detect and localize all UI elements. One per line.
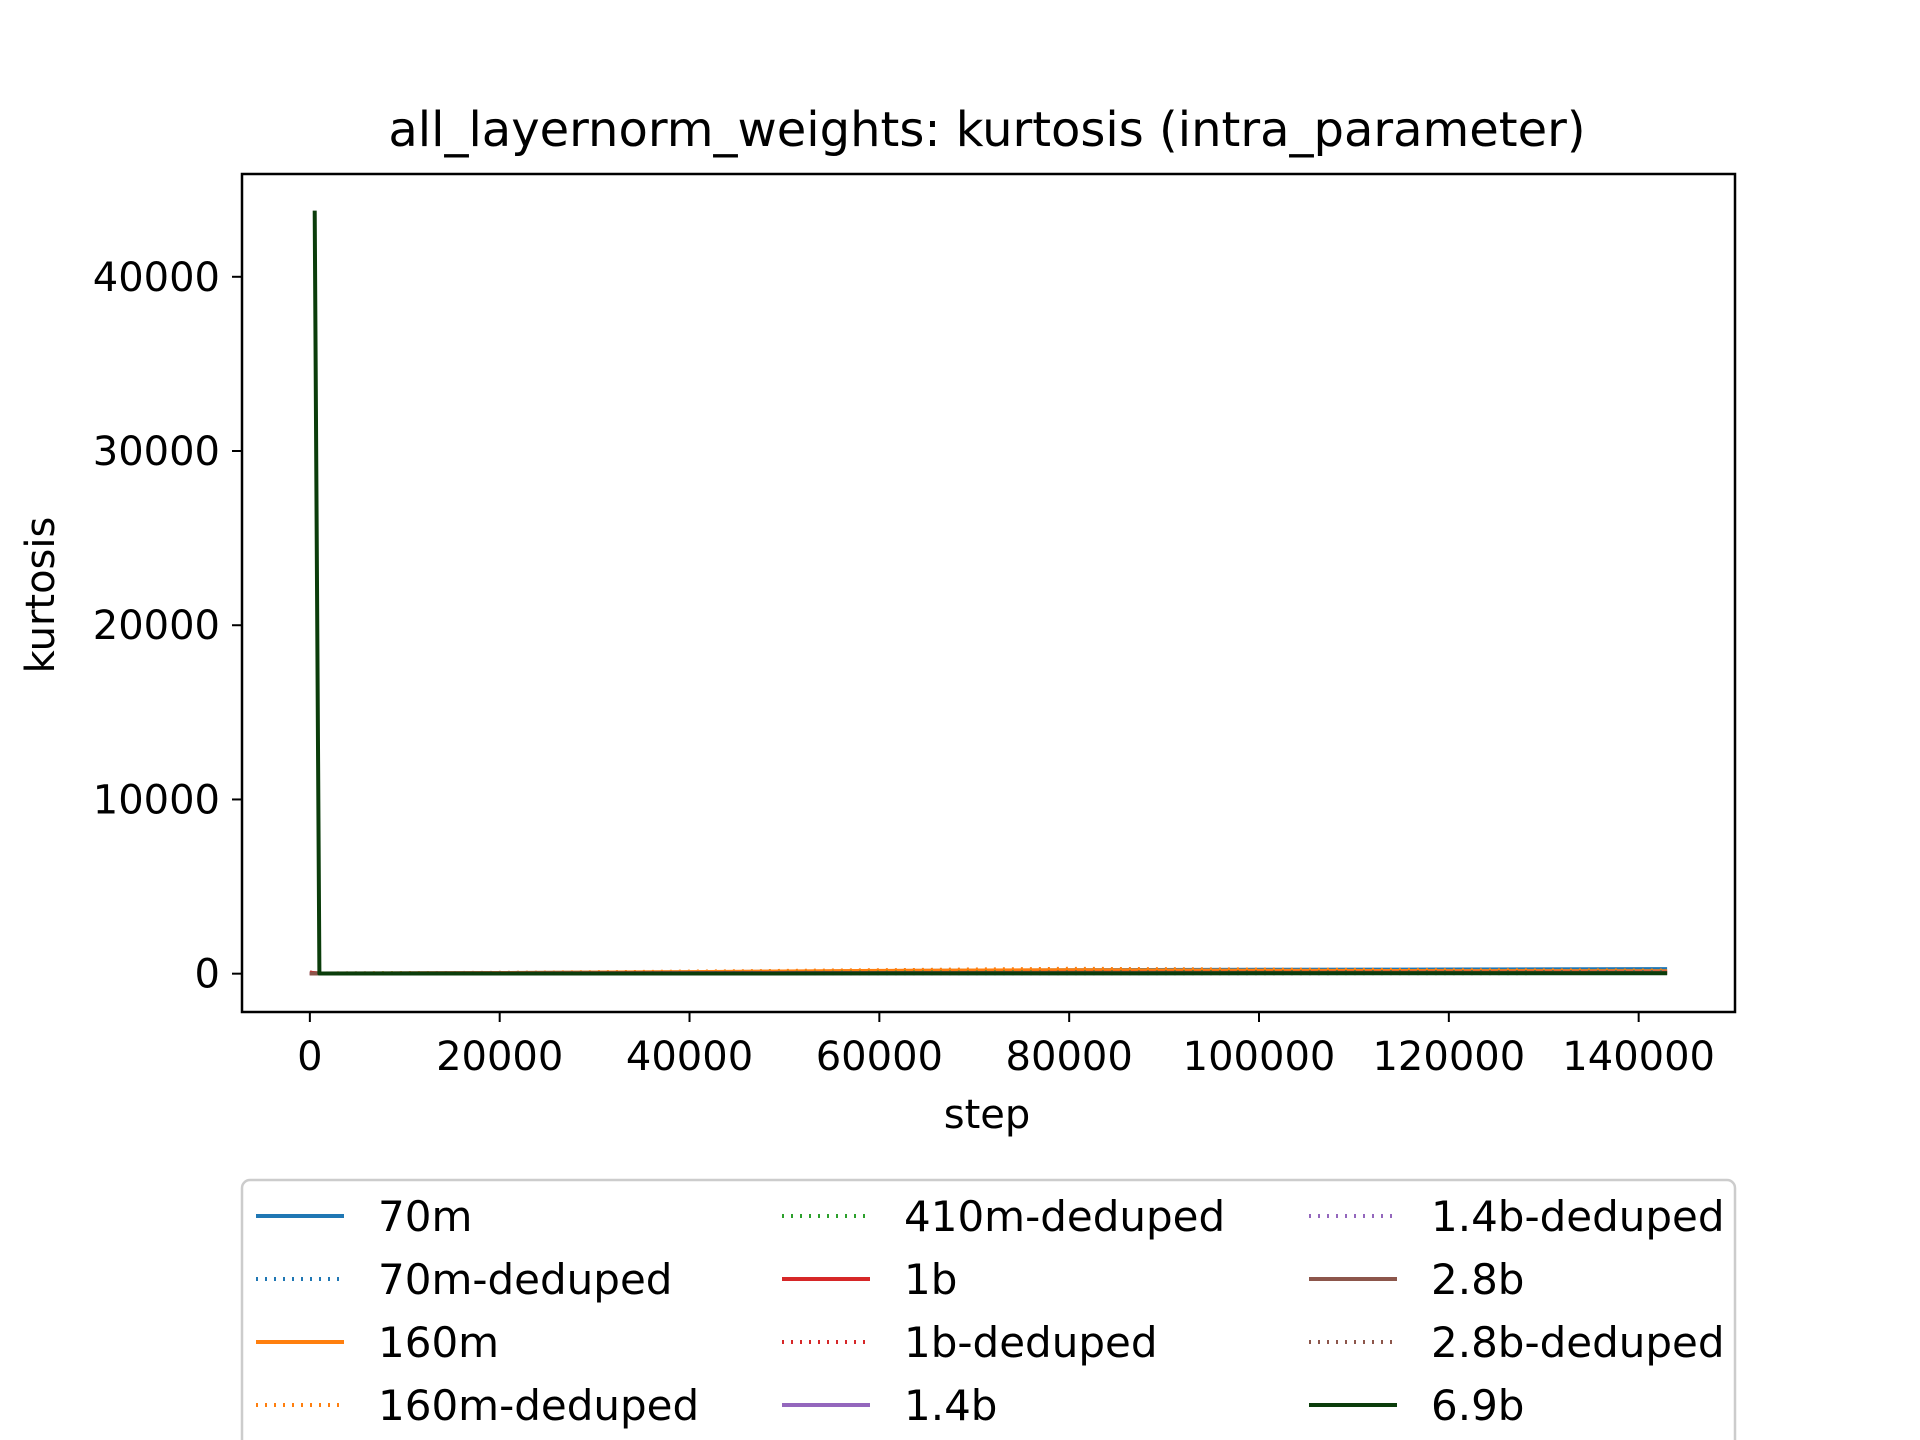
- plot-area: 0 20000 40000 60000 80000 100000 120000 140000 0…: [93, 172, 1737, 1080]
- legend-label: 1b-deduped: [904, 1318, 1157, 1367]
- y-tick-label: 10000: [93, 777, 220, 823]
- x-tick-label: 100000: [1183, 1034, 1336, 1080]
- y-tick-label: 30000: [93, 429, 220, 475]
- legend-label: 70m-deduped: [378, 1255, 672, 1304]
- legend-label: 160m-deduped: [378, 1381, 699, 1430]
- x-tick-label: 120000: [1372, 1034, 1525, 1080]
- y-tick-label: 0: [195, 952, 220, 998]
- y-tick-label: 40000: [93, 255, 220, 301]
- legend-label: 6.9b: [1431, 1381, 1524, 1430]
- axes-frame: [240, 172, 1737, 1014]
- y-tick-label: 20000: [93, 603, 220, 649]
- x-tick-label: 0: [297, 1034, 322, 1080]
- legend-label: 2.8b-deduped: [1431, 1318, 1725, 1367]
- legend-label: 410m-deduped: [904, 1192, 1225, 1241]
- legend-label: 1.4b: [904, 1381, 997, 1430]
- legend-label: 2.8b: [1431, 1255, 1524, 1304]
- legend-label: 1.4b-deduped: [1431, 1192, 1725, 1241]
- series-line-6.9b: [312, 210, 1668, 976]
- legend-label: 1b: [904, 1255, 957, 1304]
- x-tick-label: 20000: [436, 1034, 563, 1080]
- x-tick-label: 60000: [816, 1034, 943, 1080]
- legend-box: [240, 1178, 1737, 1440]
- legend: 70m 70m-deduped 160m 160m-deduped 410m-dedup…: [240, 1178, 1737, 1440]
- legend-label: 160m: [378, 1318, 499, 1367]
- legend-label: 70m: [378, 1192, 472, 1241]
- x-tick-label: 40000: [626, 1034, 753, 1080]
- x-tick-label: 80000: [1006, 1034, 1133, 1080]
- chart-title: all_layernorm_weights: kurtosis (intra_p…: [388, 102, 1585, 158]
- x-tick-label: 140000: [1562, 1034, 1715, 1080]
- y-axis-title: kurtosis: [18, 517, 64, 674]
- x-axis-title: step: [944, 1092, 1031, 1138]
